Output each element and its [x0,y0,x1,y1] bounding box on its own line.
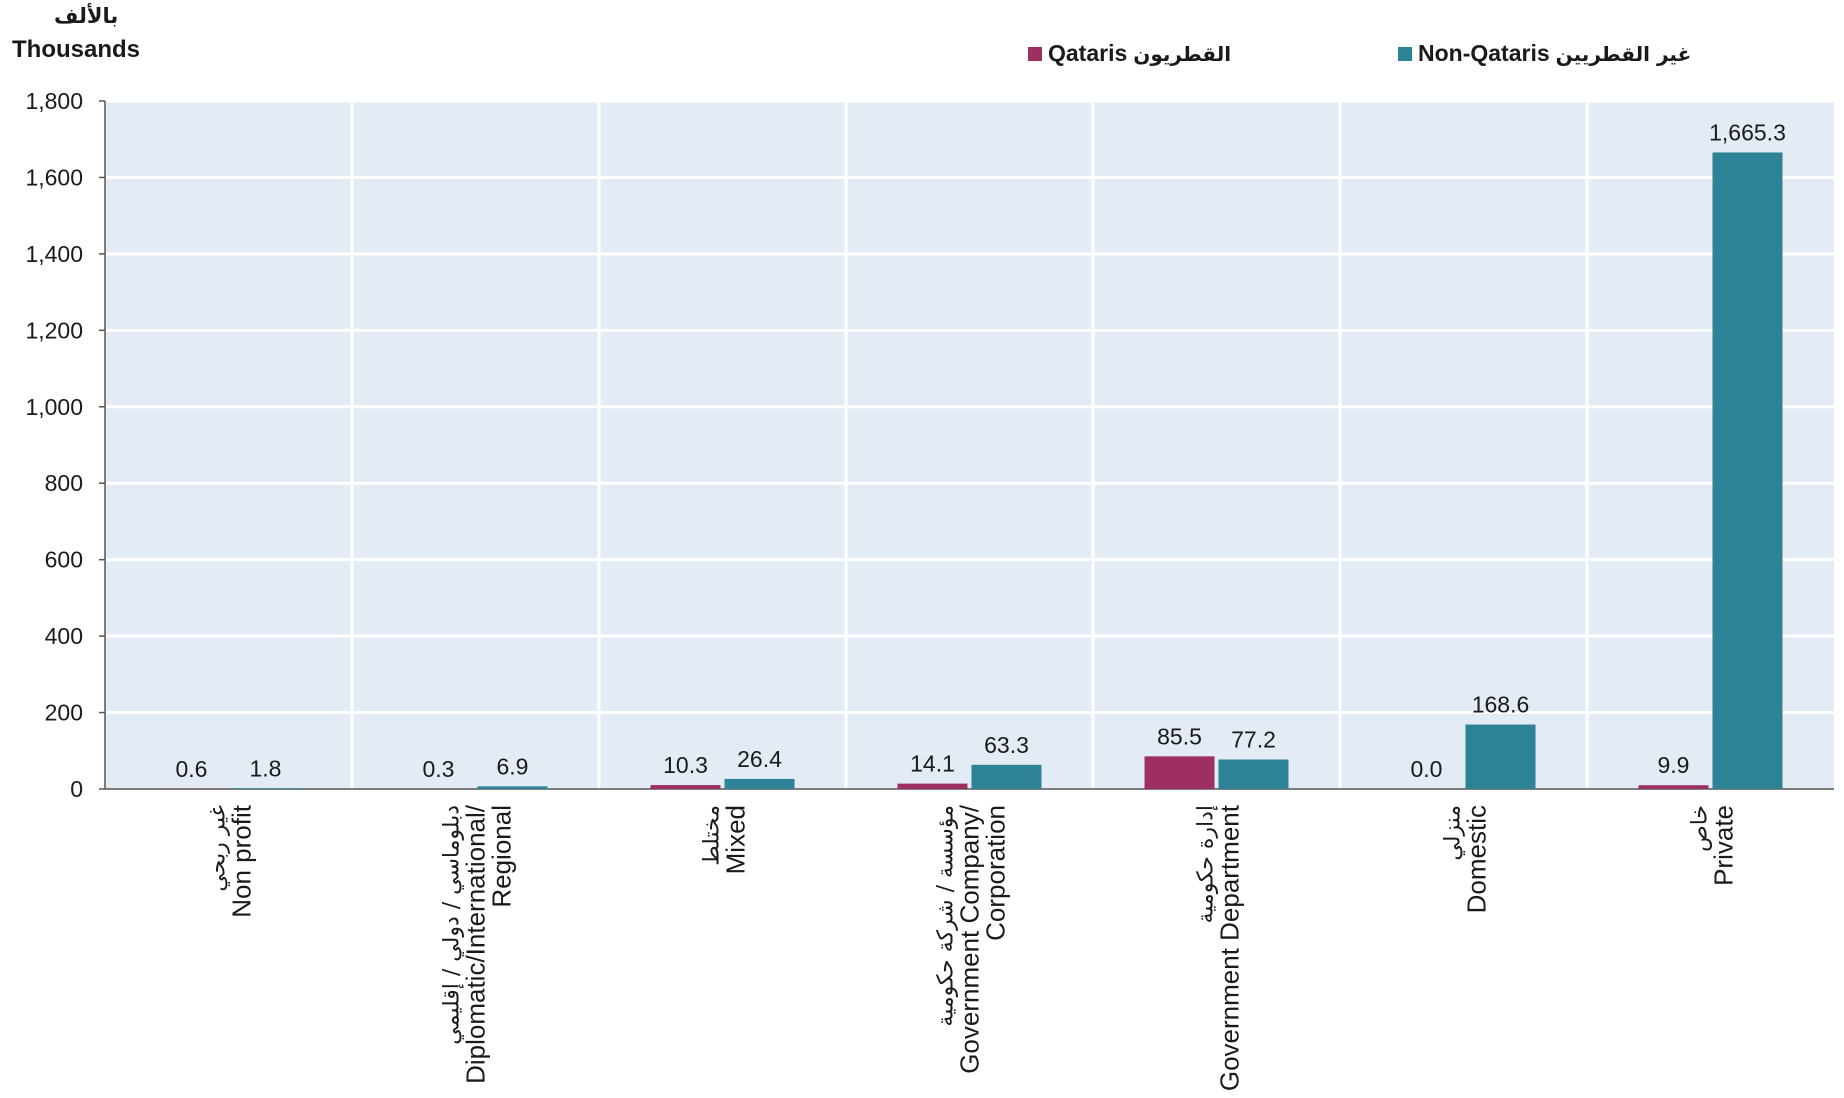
data-label-non-qataris: 1.8 [250,755,282,781]
legend-label-non-qataris: Non-Qataris [1418,40,1550,66]
legend-label-qataris-arabic: القطريون [1133,41,1232,66]
bar-non-qataris [1218,759,1289,789]
y-tick-label: 200 [45,700,83,726]
legend-swatch-qataris [1028,46,1042,61]
plot-area [105,101,1834,789]
data-label-qataris: 9.9 [1658,752,1690,778]
category-label-arabic: منزلي [1441,805,1466,861]
data-label-qataris: 0.3 [423,756,455,782]
data-label-non-qataris: 77.2 [1231,726,1276,752]
data-label-non-qataris: 26.4 [737,746,782,772]
bar-qataris [897,783,968,789]
unit-label-arabic: بالألف [54,4,119,28]
legend-label-non-qataris-arabic: غير القطريين [1555,41,1692,66]
legend-item-qataris: Qataris القطريون [1028,40,1231,67]
y-tick-label: 600 [45,547,83,573]
category-label: Government Company/ [955,804,985,1074]
category-label-arabic: مختلط [700,805,725,866]
data-label-non-qataris: 63.3 [984,732,1029,758]
y-tick-label: 400 [45,623,83,649]
legend-item-non-qataris: Non-Qataris غير القطريين [1398,40,1691,67]
y-tick-label: 1,000 [25,394,83,420]
y-tick-label: 1,800 [25,88,83,114]
legend-label-qataris: Qataris [1048,40,1128,66]
data-label-non-qataris: 168.6 [1472,692,1530,718]
bar-non-qataris [971,764,1042,789]
category-label: Corporation [981,805,1011,941]
bar-non-qataris [477,786,548,789]
data-label-qataris: 85.5 [1157,723,1202,749]
bar-qataris [650,785,721,789]
category-label-arabic: غير ربحي [206,805,231,892]
y-tick-label: 1,600 [25,164,83,190]
unit-label: Thousands [12,36,141,63]
bar-non-qataris [724,778,795,789]
category-label-arabic: دبلوماسي / دولي / إقليمي [440,805,465,1045]
category-label-arabic: خاص [1688,805,1713,852]
y-tick-label: 800 [45,470,83,496]
category-label: Mixed [721,805,751,874]
category-label: Non profit [227,804,257,917]
bar-non-qataris [1712,152,1783,789]
legend-swatch-non-qataris [1398,46,1412,61]
data-label-qataris: 10.3 [663,752,708,778]
data-label-qataris: 0.6 [176,756,208,782]
bar-qataris [1638,785,1709,789]
data-label-non-qataris: 1,665.3 [1709,119,1786,145]
data-label-non-qataris: 6.9 [497,753,529,779]
bar-non-qataris [230,788,301,789]
category-label-arabic: إدارة حكومية [1194,805,1219,924]
bar-qataris [1144,756,1215,789]
y-tick-label: 1,200 [25,317,83,343]
y-tick-label: 1,400 [25,241,83,267]
category-label: Regional [487,805,517,908]
data-label-qataris: 0.0 [1411,756,1443,782]
category-label: Government Department [1215,804,1245,1091]
data-label-qataris: 14.1 [910,751,955,777]
category-label-arabic: مؤسسة / شركة حكومية [934,805,959,1027]
category-label: Private [1709,805,1739,886]
category-label: Domestic [1462,805,1492,913]
category-label: Diplomatic/International/ [461,804,491,1084]
bar-non-qataris [1465,724,1536,789]
y-tick-label: 0 [70,776,83,802]
